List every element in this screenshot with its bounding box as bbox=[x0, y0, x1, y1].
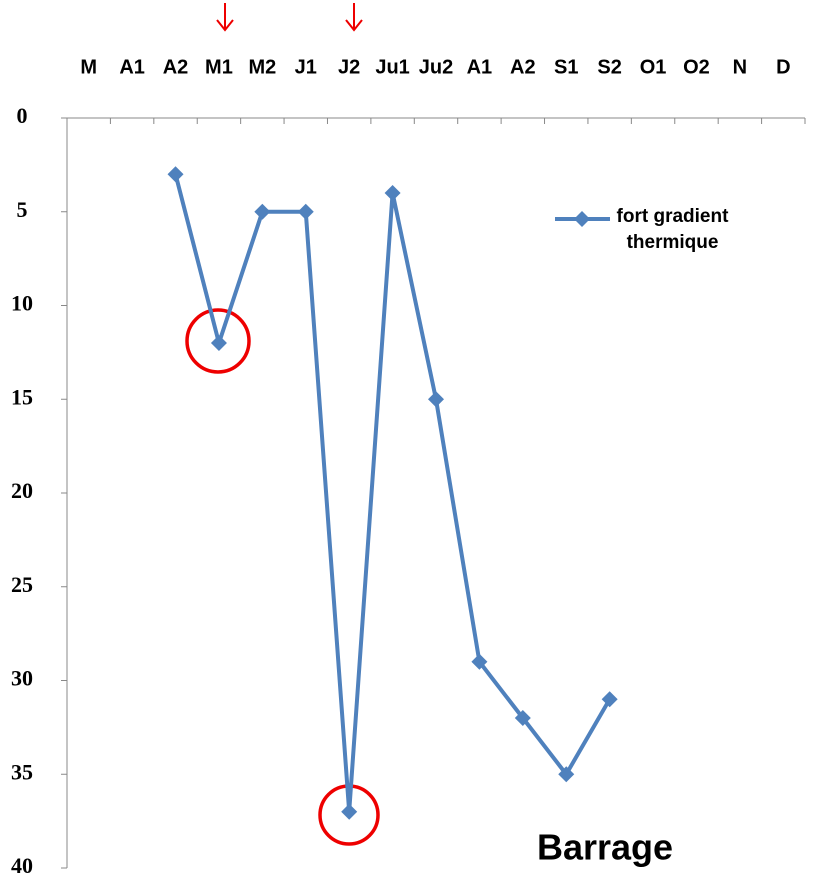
y-tick-label: 10 bbox=[11, 291, 33, 316]
point-marker bbox=[558, 766, 575, 783]
y-tick-label: 15 bbox=[11, 384, 33, 409]
point-marker bbox=[471, 653, 488, 670]
y-tick-label: 25 bbox=[11, 572, 33, 597]
x-tick-label: D bbox=[776, 56, 790, 78]
y-tick-label: 5 bbox=[17, 197, 28, 222]
point-marker bbox=[384, 185, 401, 201]
x-tick-label: A1 bbox=[119, 56, 145, 78]
annotation: Barrage bbox=[537, 827, 673, 868]
x-tick-label: A2 bbox=[163, 56, 189, 78]
series-line bbox=[173, 173, 612, 814]
x-tick-label: M bbox=[80, 56, 97, 78]
x-tick-label: M1 bbox=[205, 56, 233, 78]
legend-label: fort gradient thermique bbox=[616, 206, 729, 253]
x-tick-label: J2 bbox=[338, 56, 360, 78]
highlights bbox=[185, 3, 380, 846]
x-tick-label: Ju1 bbox=[375, 56, 409, 78]
point-marker bbox=[297, 203, 314, 220]
arrow-head bbox=[345, 19, 363, 32]
y-tick-label: 20 bbox=[11, 478, 33, 503]
point-marker bbox=[210, 335, 227, 351]
arrow-head bbox=[216, 19, 234, 32]
point-marker bbox=[514, 710, 531, 726]
point-marker bbox=[428, 391, 444, 408]
x-tick-label: J1 bbox=[295, 56, 317, 78]
x-tick-label: N bbox=[733, 56, 747, 78]
x-tick-label: S1 bbox=[554, 56, 578, 78]
x-tick-label: S2 bbox=[597, 56, 621, 78]
legend-label-box: fort gradient thermique bbox=[616, 206, 729, 253]
x-tick-label: O1 bbox=[640, 56, 667, 78]
point-marker bbox=[601, 691, 618, 708]
y-tick-label: 30 bbox=[11, 666, 33, 691]
circle bbox=[185, 308, 251, 374]
x-tick-label: M2 bbox=[248, 56, 276, 78]
y-tick-label: 40 bbox=[11, 853, 33, 878]
x-tick-label: A1 bbox=[467, 56, 493, 78]
x-tick-label: O2 bbox=[683, 56, 710, 78]
x-tick-label: A2 bbox=[510, 56, 536, 78]
y-tick-label: 0 bbox=[17, 103, 28, 128]
x-tick-label: Ju2 bbox=[419, 56, 453, 78]
point-marker bbox=[254, 203, 271, 220]
point-marker bbox=[167, 166, 184, 183]
point-marker bbox=[341, 803, 358, 820]
y-tick-label: 35 bbox=[11, 759, 33, 784]
legend-marker bbox=[574, 211, 590, 227]
